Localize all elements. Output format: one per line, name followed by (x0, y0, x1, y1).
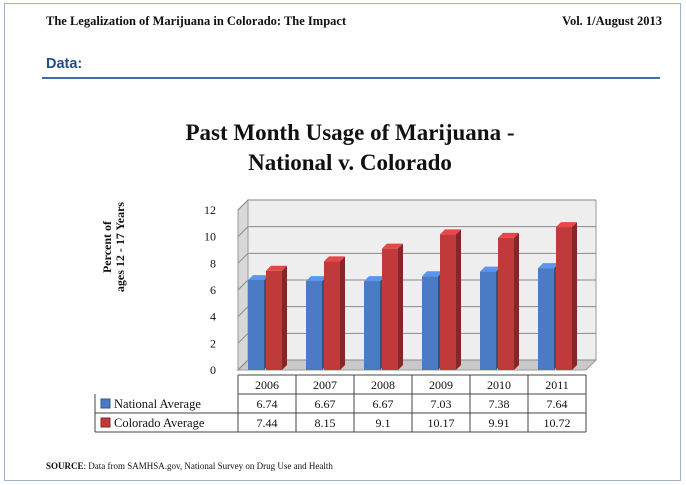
x-tick-label: 2007 (313, 378, 337, 392)
bar-top (538, 263, 559, 269)
bar-top (480, 266, 501, 272)
source-text: : Data from SAMHSA.gov, National Survey … (83, 461, 333, 471)
y-tick-label: 12 (204, 203, 216, 217)
data-value-label: 10.72 (544, 416, 571, 430)
bar (498, 237, 514, 370)
bar (324, 261, 340, 370)
bar-top (556, 222, 577, 228)
bar-top (440, 229, 461, 235)
bar (382, 248, 398, 370)
section-heading: Data: (46, 56, 83, 72)
bar-side (282, 265, 287, 370)
data-value-label: 7.38 (489, 397, 510, 411)
x-tick-label: 2011 (545, 378, 569, 392)
legend-label: Colorado Average (114, 416, 205, 430)
bar (364, 281, 380, 370)
data-value-label: 7.64 (547, 397, 568, 411)
bar-side (456, 229, 461, 370)
bar-top (364, 276, 385, 282)
bar (266, 270, 282, 370)
bar (556, 227, 572, 370)
bar (422, 276, 438, 370)
y-tick-label: 6 (210, 283, 216, 297)
y-tick-label: 0 (210, 363, 216, 377)
bar-top (382, 243, 403, 249)
chart-title-line2: National v. Colorado (248, 150, 452, 175)
source-label: SOURCE (46, 461, 84, 471)
gridline (237, 199, 596, 211)
bar-top (266, 265, 287, 271)
gridline (237, 226, 596, 238)
chart-title-line1: Past Month Usage of Marijuana - (185, 120, 515, 145)
x-tick-label: 2010 (487, 378, 511, 392)
bar (248, 280, 264, 370)
gridline (237, 252, 596, 264)
bar (306, 281, 322, 370)
y-tick-label: 2 (210, 336, 216, 350)
y-tick-label: 10 (204, 230, 216, 244)
bar-top (498, 232, 519, 238)
source-note: SOURCE: Data from SAMHSA.gov, National S… (46, 461, 333, 471)
document-title: The Legalization of Marijuana in Colorad… (46, 14, 347, 28)
bar-side (514, 232, 519, 370)
y-tick-label: 8 (210, 256, 216, 270)
legend-swatch (100, 398, 111, 409)
data-value-label: 8.15 (315, 416, 336, 430)
bar (440, 234, 456, 370)
data-value-label: 9.91 (489, 416, 510, 430)
x-tick-label: 2006 (255, 378, 279, 392)
bar-top (306, 276, 327, 282)
legend-swatch (100, 417, 111, 428)
legend-label: National Average (114, 397, 201, 411)
data-value-label: 10.17 (428, 416, 455, 430)
section-divider (42, 77, 660, 79)
data-value-label: 6.74 (257, 397, 278, 411)
bar-side (340, 256, 345, 370)
data-value-label: 7.44 (257, 416, 278, 430)
bar (480, 271, 496, 370)
bar-side (398, 243, 403, 370)
x-tick-label: 2008 (371, 378, 395, 392)
chart-title: Past Month Usage of Marijuana - National… (100, 118, 600, 178)
data-value-label: 6.67 (373, 397, 394, 411)
bar-top (324, 256, 345, 262)
x-tick-label: 2009 (429, 378, 453, 392)
volume-date: Vol. 1/August 2013 (562, 14, 662, 28)
data-value-label: 9.1 (376, 416, 391, 430)
bar-top (422, 271, 443, 277)
data-value-label: 6.67 (315, 397, 336, 411)
y-tick-label: 4 (210, 310, 216, 324)
bar-top (248, 275, 269, 281)
bar (538, 268, 554, 370)
data-value-label: 7.03 (431, 397, 452, 411)
bar-side (572, 222, 577, 370)
